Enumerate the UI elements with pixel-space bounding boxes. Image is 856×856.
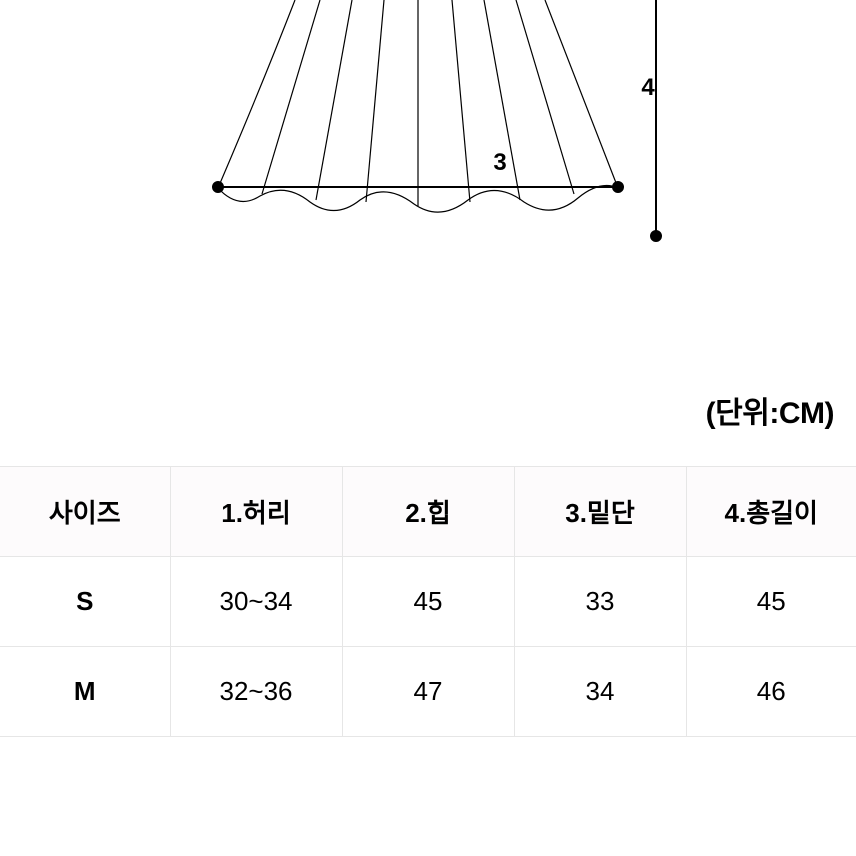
cell-size: M: [0, 647, 170, 737]
cell-waist: 32~36: [170, 647, 342, 737]
unit-label: (단위:CM): [706, 388, 834, 432]
cell-waist: 30~34: [170, 557, 342, 647]
cell-hip: 45: [342, 557, 514, 647]
cell-size: S: [0, 557, 170, 647]
diagram-label-3: 3: [493, 149, 506, 176]
skirt-svg: 3 4: [0, 0, 856, 300]
size-table: 사이즈 1.허리 2.힙 3.밑단 4.총길이 S 30~34 45 33 45…: [0, 466, 856, 737]
cell-hip: 47: [342, 647, 514, 737]
table-row: S 30~34 45 33 45: [0, 557, 856, 647]
table-row: M 32~36 47 34 46: [0, 647, 856, 737]
table-header-row: 사이즈 1.허리 2.힙 3.밑단 4.총길이: [0, 467, 856, 557]
skirt-diagram: 3 4: [0, 0, 856, 300]
cell-length: 46: [686, 647, 856, 737]
diagram-label-4: 4: [641, 74, 655, 101]
table-header-size: 사이즈: [0, 467, 170, 557]
cell-length: 45: [686, 557, 856, 647]
table-header-hip: 2.힙: [342, 467, 514, 557]
cell-hem: 34: [514, 647, 686, 737]
table-header-length: 4.총길이: [686, 467, 856, 557]
table-header-waist: 1.허리: [170, 467, 342, 557]
cell-hem: 33: [514, 557, 686, 647]
table-header-hem: 3.밑단: [514, 467, 686, 557]
